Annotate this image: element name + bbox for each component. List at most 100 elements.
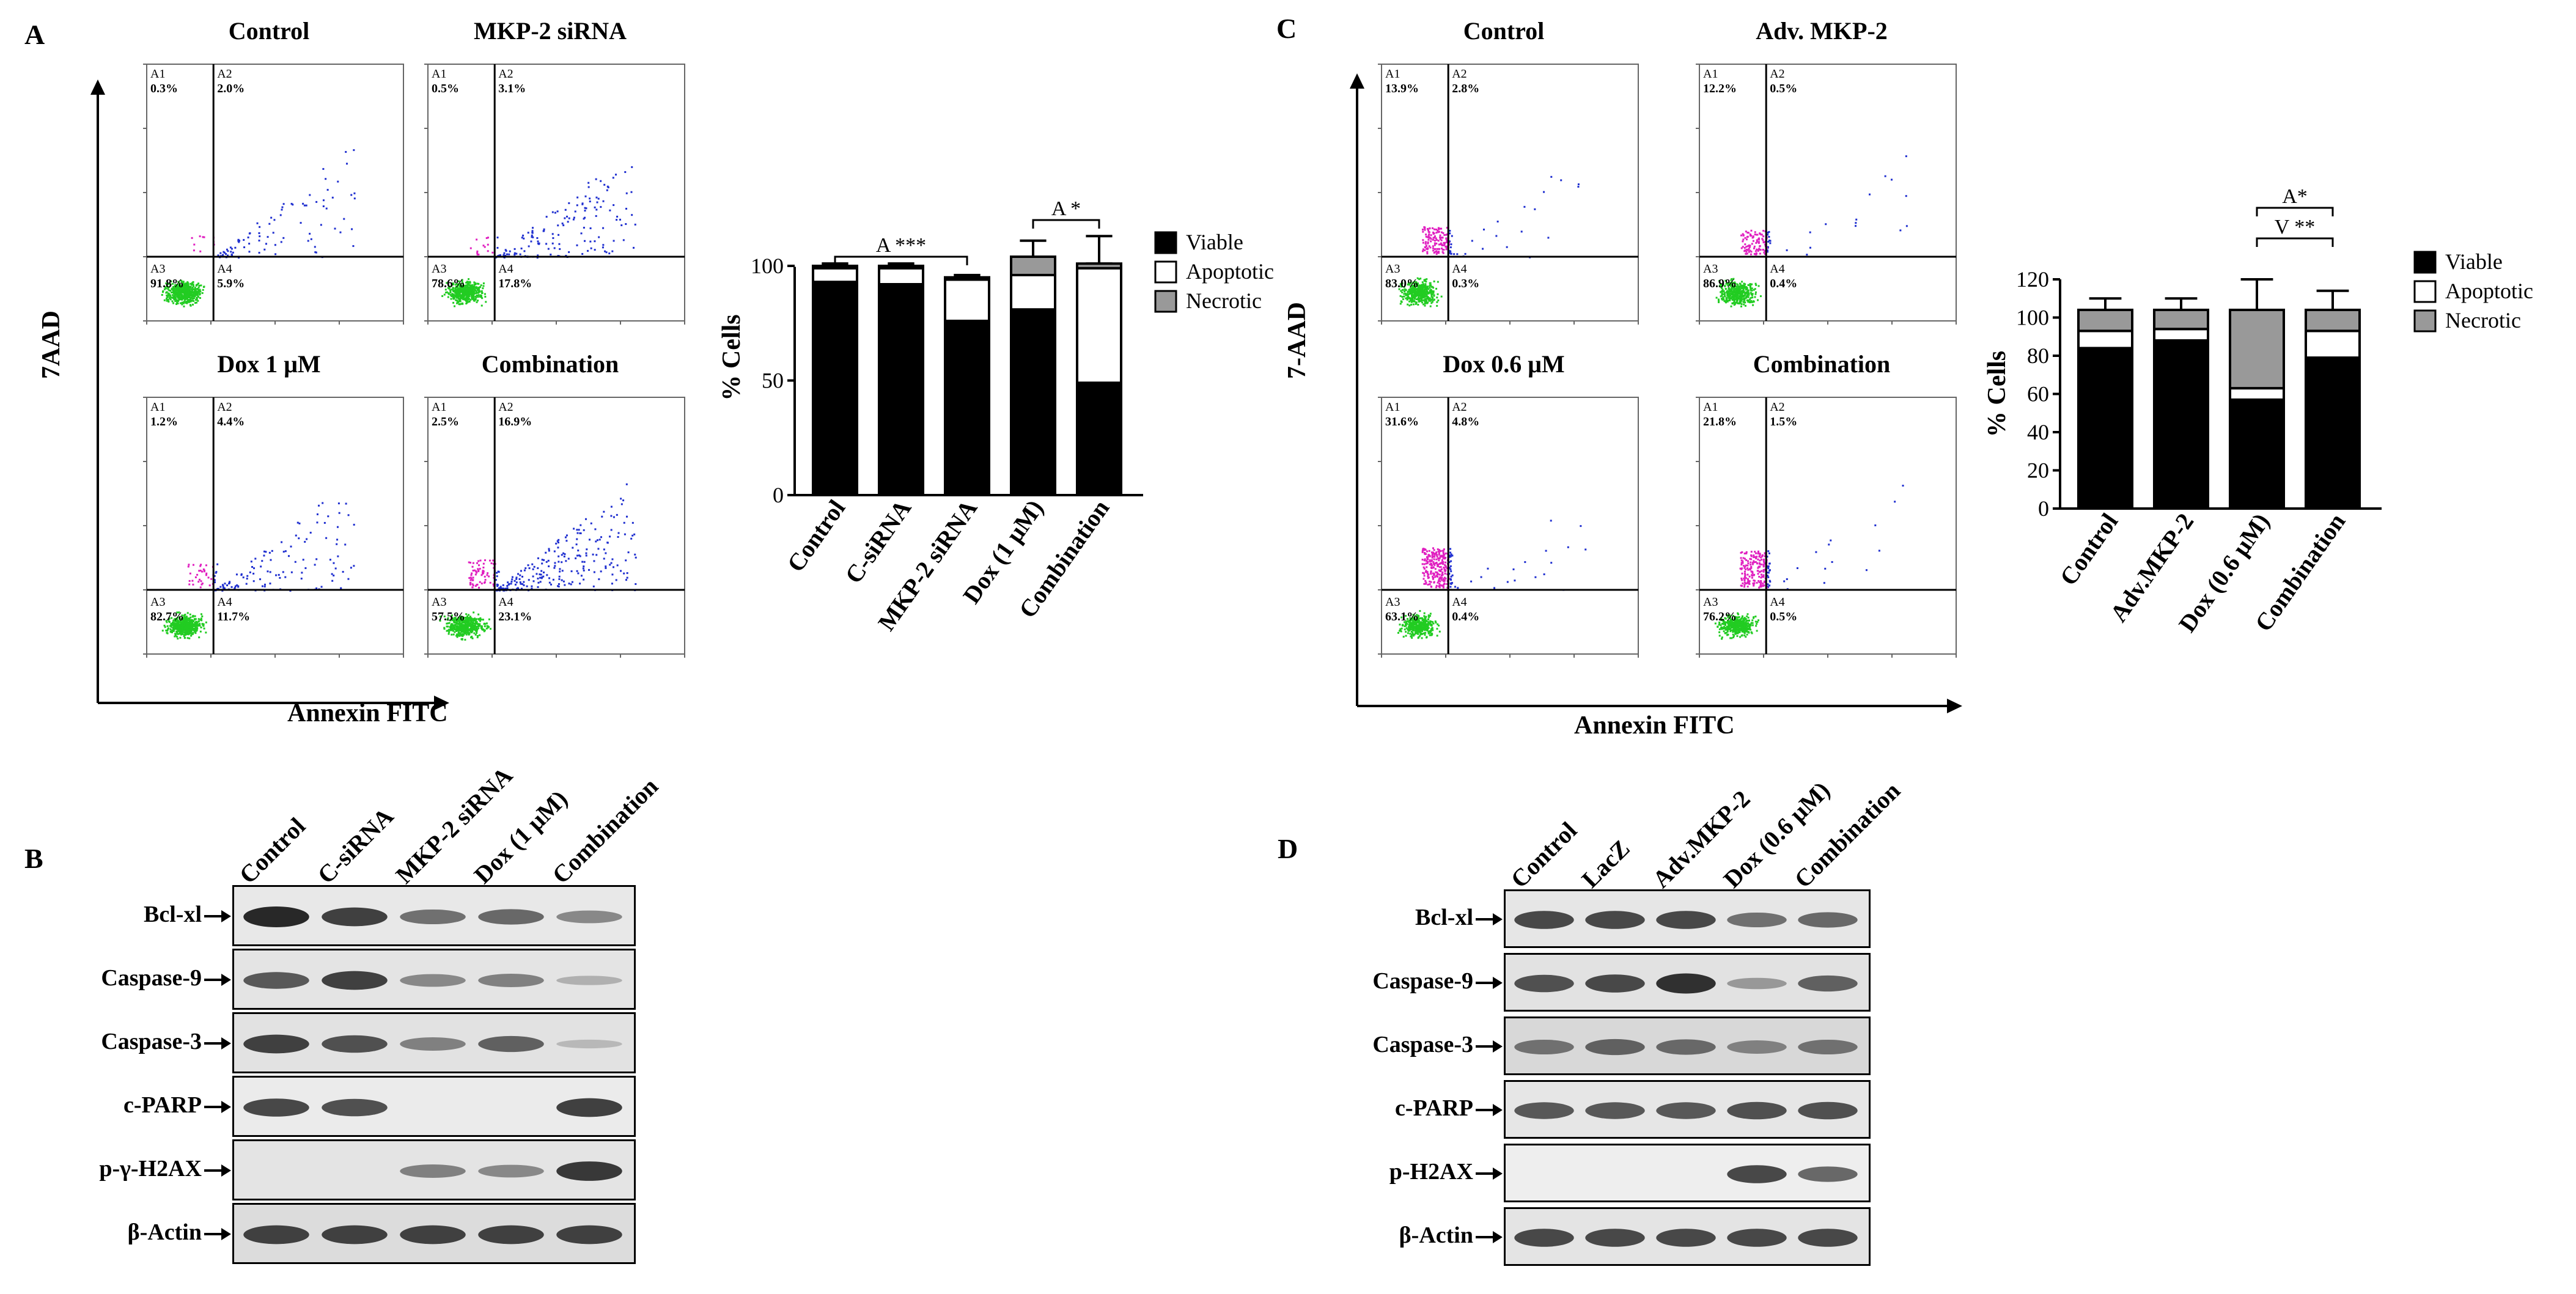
event-dot bbox=[479, 617, 482, 619]
event-dot bbox=[1750, 253, 1752, 255]
event-dot bbox=[610, 505, 613, 508]
event-dot bbox=[479, 559, 482, 562]
event-dot bbox=[474, 573, 477, 576]
event-dot bbox=[461, 281, 463, 283]
event-dot bbox=[193, 243, 196, 246]
event-dot bbox=[1734, 631, 1737, 634]
event-dot bbox=[467, 629, 469, 631]
event-dot bbox=[282, 571, 284, 573]
event-dot bbox=[1416, 277, 1419, 279]
event-dot bbox=[1411, 616, 1414, 618]
event-dot bbox=[551, 242, 554, 244]
event-dot bbox=[510, 580, 513, 583]
event-dot bbox=[462, 626, 465, 628]
event-dot bbox=[1411, 628, 1413, 631]
event-dot bbox=[1717, 298, 1720, 301]
event-dot bbox=[1534, 576, 1537, 578]
event-dot bbox=[334, 227, 336, 230]
event-dot bbox=[600, 206, 602, 208]
event-dot bbox=[1429, 297, 1431, 300]
event-dot bbox=[1427, 614, 1430, 617]
event-dot bbox=[1449, 230, 1451, 232]
event-dot bbox=[468, 617, 471, 619]
event-dot bbox=[1430, 566, 1432, 568]
event-dot bbox=[1405, 615, 1407, 617]
event-dot bbox=[450, 625, 452, 628]
event-dot bbox=[1410, 633, 1413, 636]
event-dot bbox=[1424, 304, 1426, 307]
event-dot bbox=[468, 293, 470, 296]
event-dot bbox=[201, 292, 204, 294]
event-dot bbox=[1424, 289, 1427, 291]
event-dot bbox=[261, 585, 263, 587]
event-dot bbox=[1740, 621, 1743, 623]
significance-label: A *** bbox=[876, 234, 926, 257]
event-dot bbox=[602, 244, 605, 246]
event-dot bbox=[470, 288, 473, 290]
quadrant-value: 2.0% bbox=[217, 82, 245, 95]
event-dot bbox=[1759, 252, 1761, 255]
event-dot bbox=[470, 617, 473, 620]
event-dot bbox=[222, 585, 224, 587]
event-dot bbox=[473, 298, 475, 301]
event-dot bbox=[177, 300, 180, 303]
event-dot bbox=[172, 625, 175, 628]
event-dot bbox=[485, 627, 488, 630]
event-dot bbox=[522, 234, 524, 237]
event-dot bbox=[1419, 628, 1421, 631]
event-dot bbox=[1728, 282, 1731, 284]
event-dot bbox=[1432, 247, 1434, 249]
event-dot bbox=[225, 252, 227, 255]
event-dot bbox=[456, 302, 458, 304]
event-dot bbox=[1443, 567, 1445, 569]
event-dot bbox=[558, 578, 561, 580]
event-dot bbox=[185, 294, 188, 296]
event-dot bbox=[472, 576, 474, 579]
event-dot bbox=[458, 299, 460, 301]
event-dot bbox=[1737, 297, 1740, 300]
event-dot bbox=[1726, 291, 1728, 293]
event-dot bbox=[1741, 281, 1743, 283]
event-dot bbox=[1436, 628, 1438, 630]
event-dot bbox=[171, 291, 173, 293]
event-dot bbox=[185, 629, 187, 631]
event-dot bbox=[1426, 561, 1429, 563]
event-dot bbox=[182, 281, 185, 283]
event-dot bbox=[573, 528, 575, 530]
event-dot bbox=[1435, 622, 1437, 624]
event-dot bbox=[564, 217, 566, 219]
event-dot bbox=[1422, 248, 1424, 251]
event-dot bbox=[196, 622, 199, 624]
event-dot bbox=[520, 583, 522, 585]
event-dot bbox=[188, 626, 190, 628]
event-dot bbox=[353, 523, 355, 526]
event-dot bbox=[1438, 251, 1440, 253]
event-dot bbox=[1413, 625, 1416, 628]
event-dot bbox=[1404, 623, 1407, 626]
event-dot bbox=[1743, 622, 1746, 624]
event-dot bbox=[1430, 581, 1432, 583]
event-dot bbox=[196, 573, 199, 576]
event-dot bbox=[1446, 233, 1448, 235]
event-dot bbox=[475, 296, 477, 299]
event-dot bbox=[188, 564, 190, 566]
event-dot bbox=[476, 630, 478, 632]
event-dot bbox=[1426, 252, 1429, 255]
event-dot bbox=[1743, 617, 1745, 620]
event-dot bbox=[1414, 290, 1416, 293]
event-dot bbox=[178, 630, 181, 633]
event-dot bbox=[1729, 637, 1732, 639]
event-dot bbox=[163, 299, 166, 301]
event-dot bbox=[175, 625, 178, 628]
event-dot bbox=[453, 289, 455, 292]
event-dot bbox=[1732, 615, 1734, 617]
event-dot bbox=[1408, 625, 1410, 628]
event-dot bbox=[1416, 294, 1419, 296]
event-dot bbox=[1543, 573, 1545, 576]
event-dot bbox=[495, 579, 497, 581]
event-dot bbox=[1726, 634, 1729, 636]
event-dot bbox=[1728, 288, 1730, 290]
event-dot bbox=[1441, 559, 1443, 561]
event-dot bbox=[315, 587, 318, 590]
event-dot bbox=[1442, 244, 1444, 246]
